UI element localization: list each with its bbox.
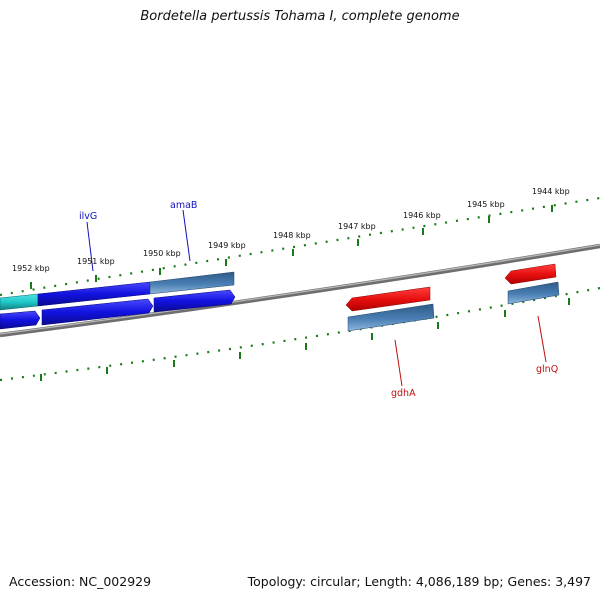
tick-label-1944: 1944 kbp: [532, 187, 570, 196]
leader-line-ilvG: [86, 221, 94, 272]
gene-feature-blue-3[interactable]: [153, 289, 236, 313]
gene-feature-cyan[interactable]: [0, 293, 39, 311]
gene-feature-blue-1[interactable]: [0, 310, 41, 330]
inner-major-ticks: [40, 298, 570, 381]
gene-feature-glnQ[interactable]: [507, 281, 560, 305]
tick-label-1947: 1947 kbp: [338, 222, 376, 231]
gene-feature-red-2[interactable]: [504, 263, 557, 285]
tick-label-1946: 1946 kbp: [403, 211, 441, 220]
leader-line-glnQ: [537, 315, 547, 363]
outer-major-ticks: [30, 205, 553, 289]
tick-label-1949: 1949 kbp: [208, 241, 246, 250]
accession-text: Accession: NC_002929: [9, 574, 152, 589]
genome-summary-text: Topology: circular; Length: 4,086,189 bp…: [247, 574, 591, 589]
gene-feature-blue-2[interactable]: [41, 298, 154, 326]
gene-feature-gdhA[interactable]: [347, 303, 435, 332]
tick-label-1950: 1950 kbp: [143, 249, 181, 258]
tick-label-1951: 1951 kbp: [77, 257, 115, 266]
tick-label-1952: 1952 kbp: [12, 264, 50, 273]
gene-label-glnQ[interactable]: glnQ: [536, 364, 558, 375]
map-title: Bordetella pertussis Tohama I, complete …: [140, 9, 460, 24]
leader-line-amaB: [182, 209, 191, 262]
gene-feature-red-1[interactable]: [345, 286, 431, 312]
inner-tick-ring: [0, 286, 600, 382]
tick-label-1948: 1948 kbp: [273, 231, 311, 240]
gene-label-gdhA[interactable]: gdhA: [391, 388, 416, 399]
genome-backbone: [0, 243, 600, 338]
genome-backbone-highlight: [0, 244, 600, 335]
leader-line-gdhA: [394, 339, 403, 387]
tick-label-1945: 1945 kbp: [467, 200, 505, 209]
gene-label-amaB[interactable]: amaB: [170, 200, 197, 211]
gene-label-ilvG[interactable]: ilvG: [79, 211, 97, 222]
gene-feature-amaB[interactable]: [149, 271, 235, 295]
